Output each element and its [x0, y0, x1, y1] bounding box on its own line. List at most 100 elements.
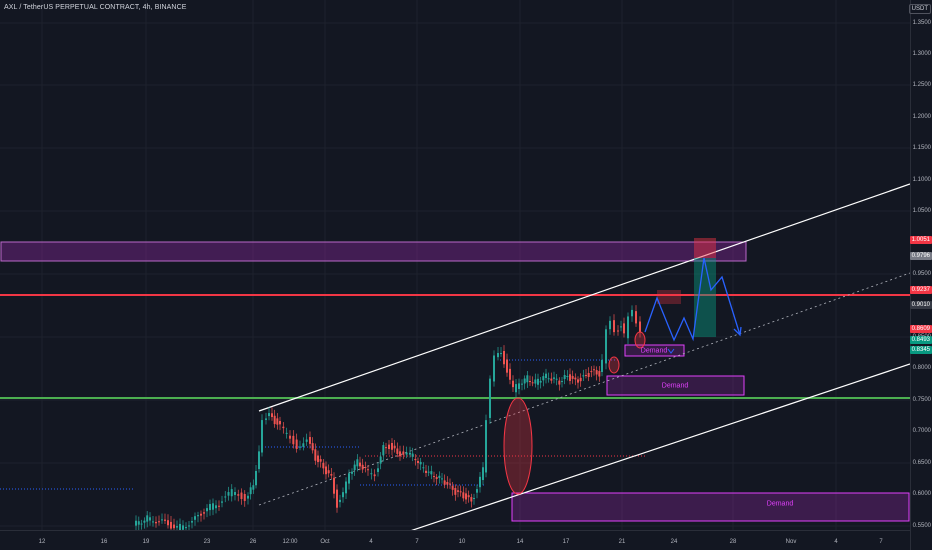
candle-body — [295, 439, 298, 449]
candlesticks — [135, 305, 641, 530]
candle-body — [167, 520, 169, 526]
candle-body — [430, 471, 433, 475]
candle-body — [356, 459, 359, 467]
candle-body — [601, 359, 603, 373]
candle-body — [367, 469, 369, 471]
candle-body — [179, 523, 181, 530]
candle-body — [590, 371, 593, 373]
candle-body — [509, 368, 511, 380]
candle-body — [273, 415, 276, 425]
candle-body — [542, 376, 545, 381]
candle-body — [158, 521, 160, 523]
demand-zone-small[interactable] — [624, 344, 685, 357]
currency-unit-label[interactable]: USDT — [908, 4, 931, 14]
candle-body — [353, 464, 356, 471]
candle-body — [268, 413, 270, 417]
candle-body — [534, 379, 537, 384]
candle-body — [417, 460, 419, 464]
candle-body — [361, 464, 364, 470]
candle-body — [164, 519, 166, 521]
x-tick: 12 — [38, 539, 46, 545]
channel-lower-line[interactable] — [410, 363, 910, 530]
y-tick: 1.2500 — [912, 82, 931, 88]
y-tick: 1.3000 — [912, 51, 931, 57]
projection-arrow-icon — [733, 326, 742, 337]
candle-body — [209, 504, 211, 511]
candle-body — [521, 383, 523, 385]
candle-body — [503, 351, 505, 365]
candle-body — [311, 443, 314, 451]
candle-body — [569, 374, 571, 381]
candle-body — [200, 513, 202, 516]
y-tick: 0.9500 — [912, 271, 931, 277]
price-label: 0.9237 — [909, 286, 932, 294]
candle-body — [515, 384, 517, 393]
candle-body — [271, 413, 273, 418]
short-position-target[interactable] — [694, 258, 716, 337]
demand-zone-mid[interactable] — [606, 375, 745, 396]
candle-body — [185, 527, 187, 529]
x-tick: 24 — [670, 539, 678, 545]
candle-body — [485, 420, 487, 473]
candle-body — [252, 485, 255, 490]
candle-body — [247, 495, 249, 499]
candle-body — [279, 421, 281, 425]
candle-body — [152, 521, 154, 523]
candle-body — [382, 445, 385, 456]
x-tick: 4 — [834, 539, 838, 545]
projection-path[interactable] — [644, 257, 741, 342]
highlight-ellipse-large[interactable] — [503, 397, 533, 495]
x-tick: 19 — [142, 539, 150, 545]
candle-body — [454, 488, 457, 495]
candle-body — [470, 497, 473, 502]
highlight-ellipse-small-2[interactable] — [634, 331, 646, 349]
y-tick: 0.7000 — [912, 428, 931, 434]
candle-body — [314, 449, 317, 461]
price-label: 0.9010 — [909, 301, 932, 309]
short-position-stop[interactable] — [694, 238, 716, 258]
candle-body — [563, 375, 566, 380]
candle-body — [302, 443, 305, 447]
candle-body — [215, 505, 217, 509]
candle-body — [258, 451, 260, 470]
candle-body — [585, 375, 587, 377]
candle-body — [571, 375, 574, 379]
candle-body — [373, 474, 376, 477]
candle-body — [639, 321, 641, 333]
highlight-ellipse-small-1[interactable] — [608, 356, 620, 374]
candle-body — [497, 353, 499, 358]
price-axis[interactable]: USDT 1.3500 1.3000 1.2500 1.2000 1.1500 … — [908, 0, 932, 550]
candle-body — [558, 380, 561, 385]
time-axis[interactable]: 12 16 19 23 26 12:00 Oct 4 7 10 14 17 21… — [0, 530, 910, 550]
demand-zone-bottom[interactable] — [511, 492, 910, 522]
candle-body — [155, 521, 157, 524]
price-chart[interactable] — [0, 0, 910, 530]
candle-body — [170, 521, 172, 529]
candle-body — [587, 373, 590, 377]
candle-body — [135, 520, 137, 526]
candle-body — [348, 473, 350, 484]
candle-body — [197, 515, 199, 517]
candle-body — [143, 520, 146, 523]
supply-zone-top[interactable] — [0, 241, 747, 262]
y-tick: 1.1500 — [912, 145, 931, 151]
channel-upper-line[interactable] — [258, 183, 910, 412]
candle-body — [555, 378, 558, 380]
short-position-stop-2[interactable] — [657, 290, 681, 304]
candle-body — [531, 382, 534, 384]
candle-body — [605, 329, 607, 364]
candle-body — [409, 452, 411, 455]
candle-body — [237, 494, 240, 496]
channel-mid-line — [258, 272, 910, 506]
candle-body — [336, 489, 338, 508]
candle-body — [224, 496, 227, 498]
candle-body — [595, 370, 598, 375]
candle-body — [299, 446, 301, 448]
candle-body — [173, 524, 175, 529]
candle-body — [137, 521, 140, 525]
candle-body — [377, 468, 379, 472]
candle-body — [345, 481, 347, 494]
candle-body — [506, 359, 508, 373]
x-tick: 17 — [562, 539, 570, 545]
